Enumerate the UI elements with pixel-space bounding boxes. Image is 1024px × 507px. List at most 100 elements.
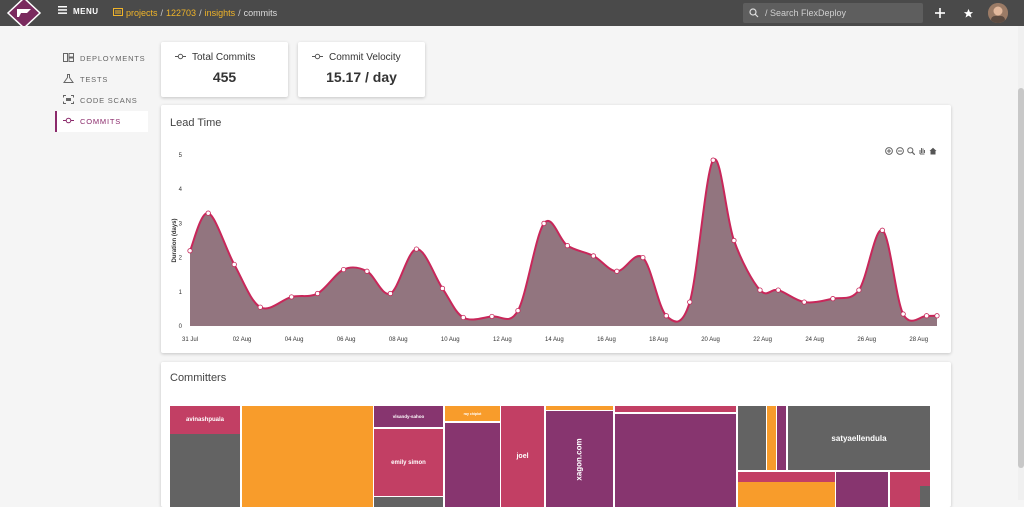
breadcrumb-insights[interactable]: insights: [204, 7, 236, 18]
x-tick-label: 26 Aug: [857, 337, 876, 343]
data-point: [934, 313, 940, 319]
committer-tile[interactable]: [546, 406, 613, 410]
committer-tile[interactable]: [615, 414, 736, 507]
committer-tile[interactable]: [242, 406, 373, 507]
breadcrumb-separator: /: [238, 7, 241, 18]
committer-tile[interactable]: [920, 486, 930, 507]
committer-tile[interactable]: [445, 423, 500, 507]
committer-name: satyaellendula: [831, 433, 887, 443]
x-tick-label: 20 Aug: [701, 337, 720, 343]
pan-hand-icon[interactable]: [918, 142, 926, 155]
data-point: [340, 266, 347, 273]
committer-name: vlsandy-sahoo: [392, 414, 425, 419]
sidebar-item-tests[interactable]: TESTS: [55, 69, 148, 90]
data-point: [900, 311, 906, 317]
breadcrumb-commits: commits: [243, 7, 278, 18]
commit-velocity-value: 15.17 / day: [326, 69, 397, 85]
x-tick-label: 18 Aug: [649, 337, 668, 343]
zoom-out-icon[interactable]: [896, 142, 904, 155]
insights-sidebar: DEPLOYMENTS TESTS CODE SCANS COMMITS: [55, 48, 148, 132]
deployments-icon: [63, 53, 74, 64]
menu-label: MENU: [73, 6, 99, 16]
scrollbar-thumb[interactable]: [1018, 88, 1024, 468]
hamburger-icon: [58, 6, 67, 16]
top-bar: MENU projects / 122703 / insights / comm…: [0, 0, 1024, 30]
x-tick-label: 14 Aug: [545, 337, 564, 343]
sidebar-item-label: DEPLOYMENTS: [80, 54, 146, 63]
y-tick-label: 3: [179, 221, 183, 227]
data-point: [731, 237, 737, 244]
x-tick-label: 02 Aug: [233, 337, 252, 343]
x-tick-label: 12 Aug: [493, 337, 512, 343]
chart-toolbar: [885, 142, 937, 156]
data-point: [687, 299, 693, 305]
data-point: [205, 210, 211, 216]
x-tick-label: 06 Aug: [337, 337, 356, 343]
zoom-in-icon[interactable]: [885, 142, 893, 155]
x-tick-label: 10 Aug: [441, 337, 460, 343]
committer-tile[interactable]: joel: [501, 406, 544, 507]
breadcrumb-separator: /: [160, 7, 164, 18]
committers-title: Committers: [170, 372, 227, 384]
search-input[interactable]: [763, 7, 917, 19]
committer-tile[interactable]: avinashpuala: [170, 406, 240, 434]
committer-name: joel: [516, 453, 529, 460]
committer-tile[interactable]: [374, 497, 443, 507]
y-tick-label: 2: [179, 256, 183, 262]
data-point: [314, 290, 321, 297]
committer-tile[interactable]: vlsandy-sahoo: [374, 406, 443, 427]
lead-time-card: Lead Time 0 1 2 3 4 5 Duration (days) 31 Jul 02 …: [161, 105, 951, 353]
committer-tile[interactable]: satyaellendula: [788, 406, 930, 470]
breadcrumb-projects[interactable]: projects: [126, 7, 158, 18]
commit-velocity-label: Commit Velocity: [329, 52, 401, 63]
menu-button[interactable]: MENU: [58, 6, 99, 16]
commit-velocity-card: Commit Velocity 15.17 / day: [298, 42, 425, 97]
flexdeploy-logo[interactable]: [6, 0, 42, 30]
committer-tile[interactable]: [777, 406, 786, 470]
committer-name: xagon.com: [574, 437, 584, 481]
commit-icon: [63, 116, 74, 127]
home-reset-icon[interactable]: [929, 142, 937, 155]
y-tick-label: 0: [179, 324, 183, 330]
committer-tile[interactable]: [836, 472, 888, 507]
page-scrollbar[interactable]: [1018, 26, 1024, 500]
sidebar-item-deployments[interactable]: DEPLOYMENTS: [55, 48, 148, 69]
data-point: [856, 287, 862, 293]
committer-tile[interactable]: emily simon: [374, 429, 443, 496]
data-point: [614, 268, 620, 274]
committer-tile[interactable]: xagon.com: [546, 411, 613, 507]
y-tick-label: 5: [179, 153, 183, 159]
data-point: [663, 313, 669, 319]
data-point: [879, 227, 885, 233]
commit-icon: [312, 52, 323, 63]
avatar[interactable]: [988, 3, 1008, 23]
committer-tile[interactable]: [615, 406, 736, 412]
data-point: [439, 285, 446, 291]
committer-tile[interactable]: [170, 434, 240, 507]
committer-tile[interactable]: [767, 406, 776, 470]
committer-tile[interactable]: [738, 472, 835, 482]
data-point: [830, 296, 836, 302]
lead-time-title: Lead Time: [170, 117, 222, 129]
breadcrumb: projects / 122703 / insights / commits: [113, 7, 277, 18]
sidebar-item-commits[interactable]: COMMITS: [55, 111, 148, 132]
add-icon[interactable]: [932, 5, 948, 21]
star-icon[interactable]: [960, 5, 976, 21]
committer-tile[interactable]: [738, 482, 835, 507]
data-point: [775, 287, 781, 293]
committer-tile[interactable]: ray chiplot: [445, 406, 500, 421]
data-point: [364, 268, 370, 274]
x-tick-label: 28 Aug: [909, 337, 928, 343]
selection-zoom-icon[interactable]: [907, 142, 916, 156]
data-point: [801, 299, 807, 305]
search-box[interactable]: [743, 3, 923, 23]
total-commits-card: Total Commits 455: [161, 42, 288, 97]
breadcrumb-project-id[interactable]: 122703: [166, 7, 197, 18]
data-point: [541, 220, 547, 227]
sidebar-item-code-scans[interactable]: CODE SCANS: [55, 90, 148, 111]
data-point: [515, 308, 521, 314]
committer-tile[interactable]: [738, 406, 766, 470]
lead-time-chart: 0 1 2 3 4 5 Duration (days) 31 Jul 02 Aug 04 Aug 0…: [172, 153, 940, 343]
flask-icon: [63, 74, 74, 85]
data-point: [387, 290, 394, 297]
